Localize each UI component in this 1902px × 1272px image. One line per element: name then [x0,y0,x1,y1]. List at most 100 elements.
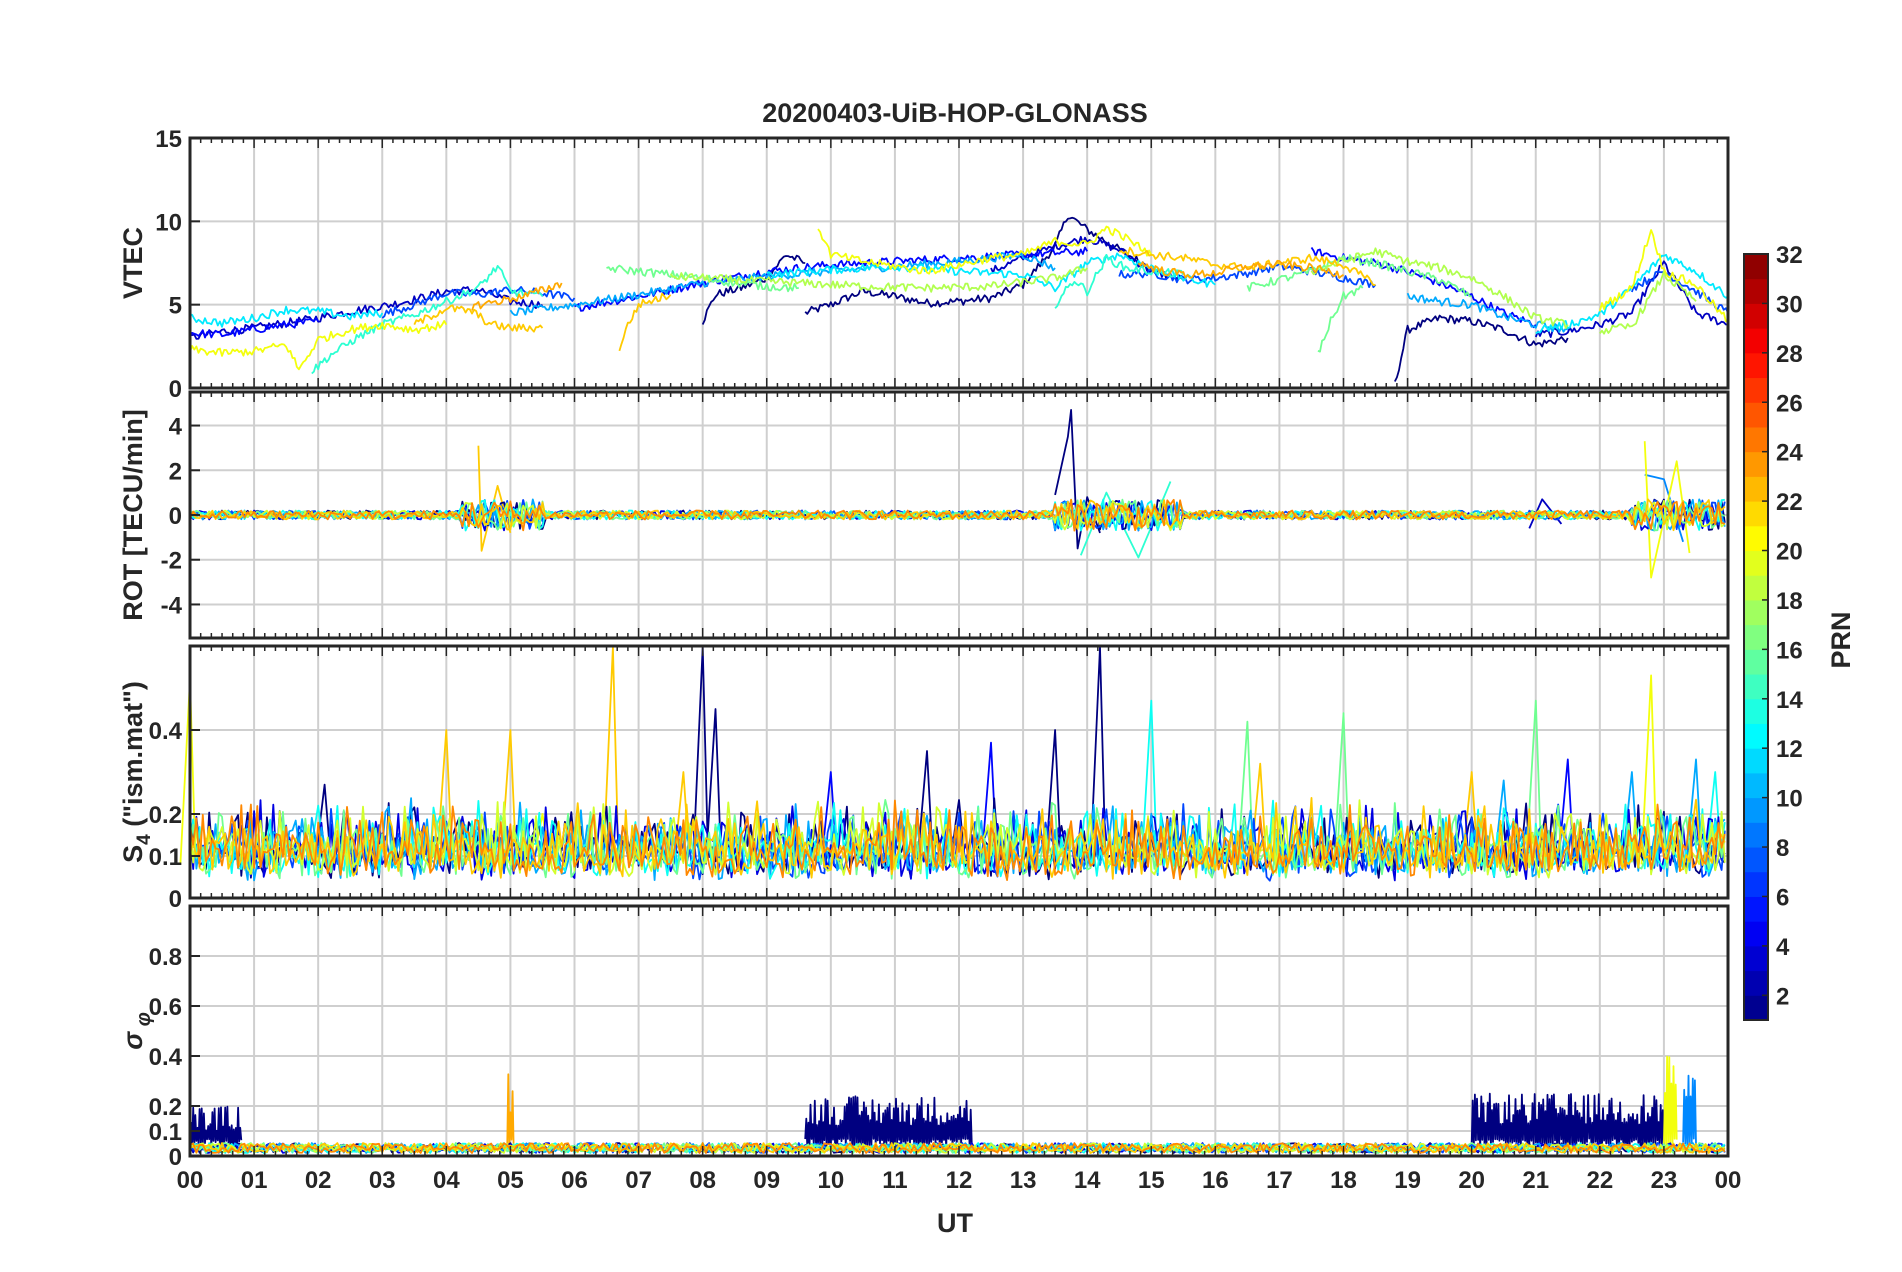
colorbar-cell [1744,501,1768,527]
x-tick-label: 23 [1651,1167,1678,1194]
vtec-trace-prn-20 [1598,229,1729,323]
colorbar-tick-label: 16 [1776,637,1803,664]
colorbar-cell [1744,822,1768,848]
x-tick-label: 14 [1074,1167,1101,1194]
vtec-trace-prn-16 [1317,284,1364,353]
colorbar-tick-label: 24 [1776,440,1803,467]
y-tick-label: 0.4 [149,1044,183,1071]
x-axis-label: UT [937,1208,973,1238]
vtec-trace-prn-20 [817,225,1153,275]
vtec-trace-prn-23 [1137,259,1344,279]
s4-peak-prn-1 [1044,729,1062,865]
colorbar-cell [1744,328,1768,354]
chart-title: 20200403-UiB-HOP-GLONASS [762,98,1148,128]
vtec-trace-prn-22 [1118,246,1376,286]
colorbar-cell [1744,847,1768,873]
y-axis-label: ROT [TECU/min] [118,409,148,620]
colorbar-tick-label: 14 [1776,687,1803,714]
x-tick-label: 13 [1010,1167,1037,1194]
sigma-phi-panel: 00.10.20.40.60.8σ φ [118,904,1730,1171]
y-tick-label: 0.6 [149,994,182,1021]
x-tick-label: 16 [1202,1167,1229,1194]
vtec-trace-prn-18 [1599,270,1697,335]
s4-noise-trace [189,799,1726,881]
colorbar-cell [1744,303,1768,329]
colorbar-frame [1743,253,1769,1021]
colorbar-tick-label: 2 [1776,983,1789,1010]
x-tick-label: 00 [177,1167,204,1194]
y-axis-label: S4 ("ism.mat") [118,681,155,863]
s4-noise-trace [189,799,1726,880]
colorbar-tick-label: 20 [1776,539,1803,566]
colorbar-cell [1744,426,1768,453]
y-tick-label: 0.2 [149,1094,182,1121]
colorbar-cell [1744,402,1768,428]
colorbar-label: PRN [1826,611,1856,668]
colorbar-cell [1744,575,1768,601]
y-tick-label: 10 [155,209,182,236]
trace-group [189,1055,1726,1154]
colorbar-cell [1744,797,1768,823]
vtec-trace-prn-14 [311,265,544,375]
sigma-burst-prn-23 [506,1073,515,1149]
s4-peak-prn-16 [1333,712,1350,865]
s4-peak-prn-22 [435,729,453,865]
vtec-trace-prn-12 [766,252,1216,293]
y-tick-label: 0 [169,503,182,530]
colorbar-tick-label: 32 [1776,242,1803,269]
x-tick-label: 01 [241,1167,268,1194]
colorbar-cell [1744,995,1768,1021]
y-label-subscript: φ [133,1012,155,1032]
vtec-trace-prn-1 [1393,314,1569,382]
x-tick-label: 21 [1522,1167,1549,1194]
x-tick-label: 22 [1586,1167,1613,1194]
colorbar-cell [1744,945,1768,972]
y-tick-label: 4 [169,414,183,441]
vtec-trace-prn-23 [471,282,563,311]
colorbar-cell [1744,921,1768,947]
y-tick-label: 0 [169,1144,182,1171]
s4-peak-prn-13 [1140,699,1158,865]
colorbar-cell [1744,871,1768,897]
colorbar-cell [1744,254,1768,280]
y-tick-label: 15 [155,126,182,153]
vtec-trace-prn-5 [189,317,319,339]
colorbar-cell [1744,970,1768,996]
y-tick-label: 0 [169,886,182,913]
vtec-trace-prn-3 [990,235,1184,281]
s4-peak-prn-1 [705,708,722,865]
colorbar-cell [1744,896,1768,922]
x-tick-label: 06 [561,1167,588,1194]
x-axis: 00 01 02 03 04 05 06 07 08 09 10 11 12 13 14 15 16 17 18 19… [177,1167,1742,1194]
colorbar-cell [1744,772,1768,799]
sigma_phi-noise-trace [189,1142,1726,1154]
colorbar-tick-label: 18 [1776,588,1803,615]
colorbar-tick-label: 22 [1776,489,1803,516]
s4-peak-prn-20 [1640,674,1658,865]
y-tick-label: -2 [161,548,182,575]
y-tick-label: 0.1 [149,1119,182,1146]
colorbar-cell [1744,624,1768,650]
colorbar-cell [1744,748,1768,774]
x-tick-label: 07 [625,1167,652,1194]
y-label-rest: ("ism.mat") [118,681,148,834]
colorbar-tick-label: 10 [1776,786,1803,813]
x-tick-label: 18 [1330,1167,1357,1194]
vtec-trace-prn-20 [189,320,448,371]
colorbar-tick-label: 12 [1776,736,1803,763]
vtec-trace-prn-16 [1246,254,1472,298]
y-tick-label: 0 [169,376,182,403]
x-tick-label: 09 [753,1167,780,1194]
vtec-panel: 0 5 10 15 VTEC [118,126,1730,403]
colorbar-tick-label: 4 [1776,934,1790,961]
y-label-subscript: 4 [134,834,155,845]
s4-peak-prn-1 [916,750,933,865]
vtec-trace-prn-18 [669,266,1088,293]
colorbar-cell [1744,649,1768,675]
y-tick-label: 0.1 [149,844,182,871]
colorbar-cell [1744,377,1768,403]
vtec-trace-prn-14 [1054,254,1185,309]
y-tick-label: 0.4 [149,718,183,745]
x-tick-label: 03 [369,1167,396,1194]
